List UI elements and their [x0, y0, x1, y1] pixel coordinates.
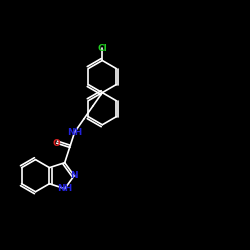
Text: Cl: Cl — [98, 44, 107, 53]
Text: NH: NH — [67, 128, 82, 136]
Text: N: N — [70, 171, 78, 180]
Text: O: O — [53, 139, 60, 148]
Text: NH: NH — [57, 184, 72, 193]
